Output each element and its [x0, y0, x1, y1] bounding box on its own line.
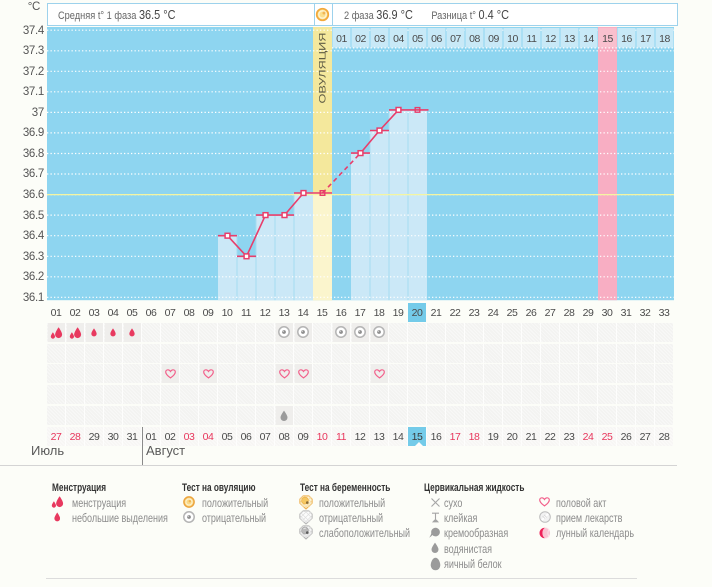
svg-text:ОВУЛЯЦИЯ: ОВУЛЯЦИЯ: [317, 33, 328, 104]
svg-text:14: 14: [583, 35, 594, 46]
svg-text:17: 17: [640, 35, 651, 46]
svg-text:16: 16: [621, 35, 632, 46]
svg-text:02: 02: [355, 35, 366, 46]
svg-text:09: 09: [488, 35, 499, 46]
svg-text:12: 12: [545, 35, 556, 46]
svg-text:03: 03: [374, 35, 385, 46]
svg-text:07: 07: [450, 35, 461, 46]
svg-text:01: 01: [336, 35, 347, 46]
svg-text:06: 06: [431, 35, 442, 46]
svg-text:10: 10: [507, 35, 518, 46]
svg-text:05: 05: [412, 35, 423, 46]
svg-text:13: 13: [564, 35, 575, 46]
svg-text:18: 18: [659, 35, 670, 46]
svg-text:08: 08: [469, 35, 480, 46]
svg-text:15: 15: [602, 35, 613, 46]
svg-text:04: 04: [393, 35, 404, 46]
svg-text:11: 11: [526, 35, 537, 46]
